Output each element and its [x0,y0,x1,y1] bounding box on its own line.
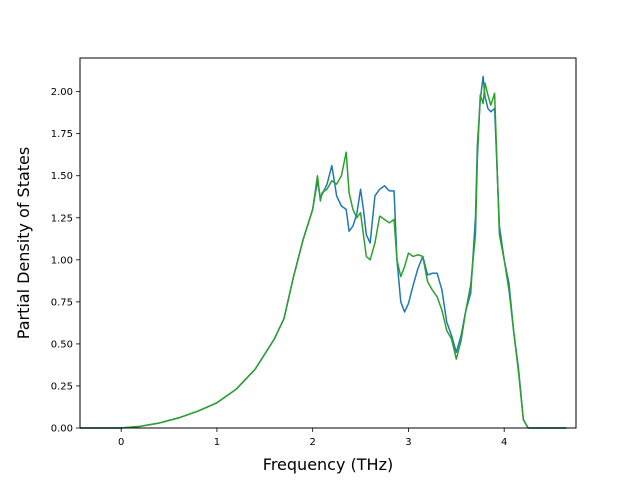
series-line-2 [80,82,567,429]
series-lines [80,75,567,429]
x-tick-label: 0 [118,437,124,448]
x-tick-label: 3 [405,437,411,448]
y-tick-label: 1.00 [51,255,73,266]
y-tick-label: 1.50 [51,171,73,182]
y-tick-label: 0.75 [51,297,73,308]
plot-frame [79,57,577,429]
y-axis-ticks: 0.00 0.25 0.50 0.75 1.00 1.25 1.50 1.75 2.00 [51,87,80,435]
x-tick-label: 4 [501,437,507,448]
y-tick-label: 0.25 [51,381,73,392]
x-tick-label: 2 [309,437,315,448]
y-tick-label: 1.25 [51,213,73,224]
x-axis-title: Frequency (THz) [263,455,393,474]
y-tick-label: 1.75 [51,129,73,140]
y-tick-label: 2.00 [51,87,73,98]
y-axis-title: Partial Density of States [14,147,33,339]
x-axis-ticks: 0 1 2 3 4 [118,428,507,448]
y-tick-label: 0.50 [51,339,73,350]
x-tick-label: 1 [214,437,220,448]
y-tick-label: 0.00 [51,424,73,435]
